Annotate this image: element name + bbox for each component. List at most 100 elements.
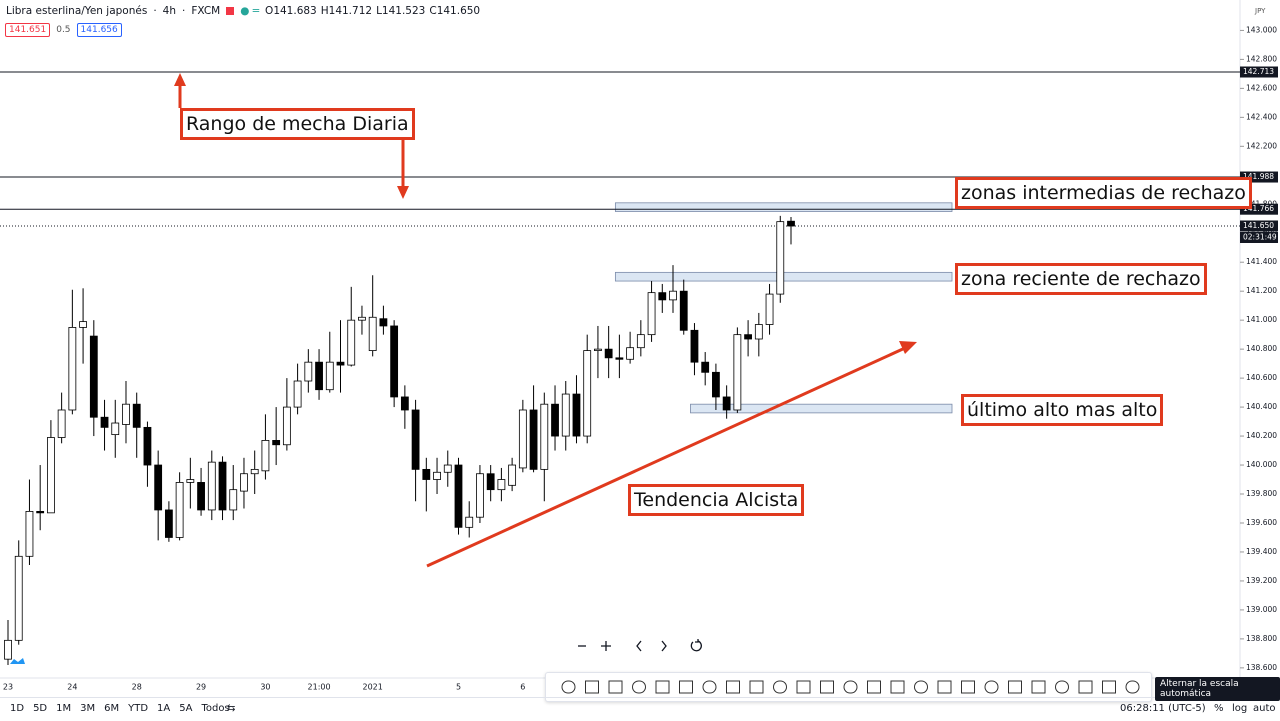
range-button[interactable]: Todos xyxy=(201,703,230,714)
tool-icon[interactable] xyxy=(1102,680,1116,694)
tool-icon[interactable] xyxy=(843,680,858,694)
x-tick-label: 23 xyxy=(3,683,13,692)
tool-icon[interactable] xyxy=(867,680,881,694)
range-button[interactable]: 5A xyxy=(179,703,193,714)
zone xyxy=(690,403,953,414)
zoom-in[interactable] xyxy=(601,641,611,651)
candle-body xyxy=(89,335,98,418)
tool-icon[interactable] xyxy=(890,680,905,694)
candle-body xyxy=(615,357,624,360)
candle-body xyxy=(722,396,731,411)
tool-icon[interactable] xyxy=(632,680,646,694)
candle-body xyxy=(336,361,345,366)
tool-icon[interactable] xyxy=(749,680,764,694)
ohlc-key: H xyxy=(320,5,329,17)
header: Libra esterlina/Yen japonés · 4h · FXCM ● … xyxy=(6,5,484,17)
logo xyxy=(10,658,25,664)
symbol: Libra esterlina/Yen japonés xyxy=(6,5,148,17)
range-button[interactable]: 1A xyxy=(157,703,171,714)
candle-body xyxy=(529,409,538,470)
candle-body xyxy=(14,555,23,641)
level-label-bg xyxy=(1240,220,1278,232)
range-button[interactable]: 5D xyxy=(33,703,48,714)
flag[interactable] xyxy=(226,7,235,15)
candle-body xyxy=(250,468,259,475)
sell-button[interactable]: 141.651 xyxy=(5,23,51,37)
range-button[interactable]: 3M xyxy=(80,703,96,714)
tool-icon[interactable] xyxy=(608,680,623,694)
candle-body xyxy=(540,403,549,470)
tool-icon[interactable] xyxy=(796,680,811,694)
range-button[interactable]: YTD xyxy=(128,703,149,714)
buy-button[interactable]: 141.656 xyxy=(76,23,122,37)
x-tick-label: 2021 xyxy=(363,683,383,692)
candle-body xyxy=(572,393,581,437)
nav-buttons[interactable] xyxy=(578,639,702,652)
candle-body xyxy=(787,220,795,227)
tool-icon[interactable] xyxy=(1055,680,1069,694)
tool-icon[interactable] xyxy=(679,680,693,694)
candle-body xyxy=(400,396,409,411)
range-button[interactable]: 1M xyxy=(56,703,72,714)
tool-icon[interactable] xyxy=(1125,680,1140,694)
scroll-left[interactable] xyxy=(636,640,642,652)
tool-icon[interactable] xyxy=(961,680,975,694)
ohlc-item: H141.712 xyxy=(321,5,372,17)
tool-icon[interactable] xyxy=(1031,680,1046,694)
log-toggle[interactable]: log xyxy=(1232,703,1248,714)
candle-body xyxy=(551,403,559,437)
candle-body xyxy=(79,321,87,328)
y-tick-label: 141.200 xyxy=(1246,286,1277,295)
candle-body xyxy=(594,348,602,351)
date-range-icon[interactable]: ⇆ xyxy=(227,703,236,714)
candle-body xyxy=(647,292,656,336)
range-button[interactable]: 6M xyxy=(104,703,120,714)
scroll-right[interactable] xyxy=(661,640,667,652)
level-label: 142.713 xyxy=(1243,67,1274,76)
candle-body xyxy=(347,319,356,366)
tool-icon[interactable] xyxy=(914,680,928,694)
tool-icon[interactable] xyxy=(1078,680,1093,694)
tool-icon[interactable] xyxy=(937,680,952,694)
y-tick-label: 141.400 xyxy=(1246,257,1277,266)
tool-icon[interactable] xyxy=(585,680,599,694)
level-label-bg xyxy=(1240,203,1278,215)
auto-toggle[interactable]: auto xyxy=(1253,703,1276,714)
level-label: 141.766 xyxy=(1243,204,1274,213)
ohlc-item: L141.523 xyxy=(376,5,425,17)
candle-body xyxy=(712,371,720,398)
candle-body xyxy=(411,409,420,470)
ohlc-value: 141.523 xyxy=(381,5,426,17)
y-tick-label: 142.600 xyxy=(1246,83,1277,92)
tool-icon[interactable] xyxy=(820,680,834,694)
percent-toggle[interactable]: % xyxy=(1214,703,1224,714)
range-button[interactable]: 1D xyxy=(10,703,25,714)
interval[interactable]: 4h xyxy=(162,5,176,17)
x-tick-label: 5 xyxy=(456,683,461,692)
tool-icon[interactable] xyxy=(1008,680,1022,694)
candle-body xyxy=(465,516,474,528)
reset[interactable] xyxy=(690,639,702,652)
candle-body xyxy=(636,334,645,349)
candle-body xyxy=(47,437,55,514)
level-label-bg xyxy=(1240,66,1278,78)
tool-icon[interactable] xyxy=(726,680,740,694)
tool-icon[interactable] xyxy=(655,680,670,694)
candle-body xyxy=(626,347,635,360)
candle-body xyxy=(207,461,216,511)
tool-icon[interactable] xyxy=(561,680,576,694)
candle-body xyxy=(111,422,120,436)
spread: 0.5 xyxy=(56,25,71,35)
candle-body xyxy=(658,292,667,301)
candle-body xyxy=(754,324,763,340)
level-label: 141.650 xyxy=(1243,221,1274,230)
countdown-bg xyxy=(1240,232,1278,243)
tool-icon[interactable] xyxy=(773,680,787,694)
candle-body xyxy=(154,464,163,511)
tool-icon[interactable] xyxy=(702,680,717,694)
candle-body xyxy=(293,380,302,408)
tool-icon[interactable] xyxy=(984,680,999,694)
candle-body xyxy=(744,334,752,340)
candle-body xyxy=(261,440,270,472)
candle-body xyxy=(679,290,688,331)
